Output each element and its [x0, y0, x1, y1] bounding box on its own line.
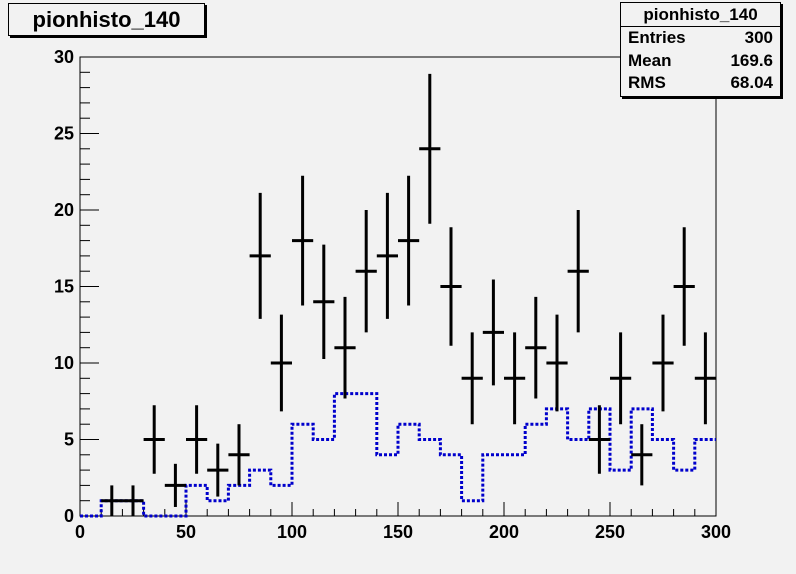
y-tick-label: 5	[64, 430, 74, 450]
data-point	[334, 296, 356, 399]
x-tick-label: 200	[489, 522, 519, 542]
axis-ticks	[79, 56, 717, 517]
y-tick-label: 10	[54, 353, 74, 373]
data-point	[482, 279, 504, 386]
data-point	[122, 485, 144, 516]
data-point	[546, 314, 568, 412]
data-point	[525, 296, 547, 399]
data-points	[101, 73, 716, 516]
data-point	[567, 210, 589, 333]
x-tick-label: 50	[176, 522, 196, 542]
y-tick-label: 25	[54, 124, 74, 144]
data-point	[673, 227, 695, 346]
x-tick-label: 300	[701, 522, 731, 542]
y-tick-label: 20	[54, 200, 74, 220]
stats-label: RMS	[628, 73, 666, 92]
y-tick-label: 30	[54, 47, 74, 67]
stats-label: Mean	[628, 50, 672, 70]
stats-value: 300	[744, 28, 773, 47]
x-tick-label: 150	[383, 522, 413, 542]
y-tick-label: 0	[64, 506, 74, 526]
reference-histogram	[80, 392, 716, 518]
data-point	[631, 424, 653, 486]
data-point	[588, 405, 610, 474]
x-tick-label: 0	[75, 522, 85, 542]
data-point	[249, 192, 271, 319]
stats-title: pionhisto_140	[621, 3, 780, 27]
stats-value: 169.6	[730, 50, 773, 70]
data-point	[694, 332, 716, 425]
stats-row-entries: Entries 300	[621, 27, 780, 50]
stats-value: 68.04	[730, 73, 773, 92]
data-point	[207, 443, 229, 497]
x-tick-label: 100	[277, 522, 307, 542]
stats-row-mean: Mean 169.6	[621, 50, 780, 73]
data-point	[292, 175, 314, 306]
stats-label: Entries	[628, 28, 686, 47]
reference-histogram-line	[80, 392, 716, 518]
data-point	[461, 332, 483, 425]
data-point	[313, 244, 335, 360]
data-point	[440, 227, 462, 346]
data-point	[186, 405, 208, 474]
data-point	[376, 192, 398, 319]
stats-row-rms: RMS 68.04	[621, 72, 780, 95]
data-point	[228, 424, 250, 486]
axis-tick-labels: 0 50 100 150 200 250 300 0 5 10 15 20 25 30	[54, 47, 731, 542]
data-point	[398, 175, 420, 306]
data-point	[504, 332, 526, 425]
x-tick-label: 250	[595, 522, 625, 542]
y-tick-label: 15	[54, 277, 74, 297]
data-point	[419, 73, 441, 224]
data-point	[270, 314, 292, 412]
stats-box: pionhisto_140 Entries 300 Mean 169.6 RMS…	[620, 2, 781, 97]
chart-title: pionhisto_140	[8, 3, 205, 36]
data-point	[143, 405, 165, 474]
data-point	[164, 463, 186, 507]
data-point	[101, 485, 123, 516]
data-point	[652, 314, 674, 412]
data-point	[610, 332, 632, 425]
data-point	[355, 210, 377, 333]
